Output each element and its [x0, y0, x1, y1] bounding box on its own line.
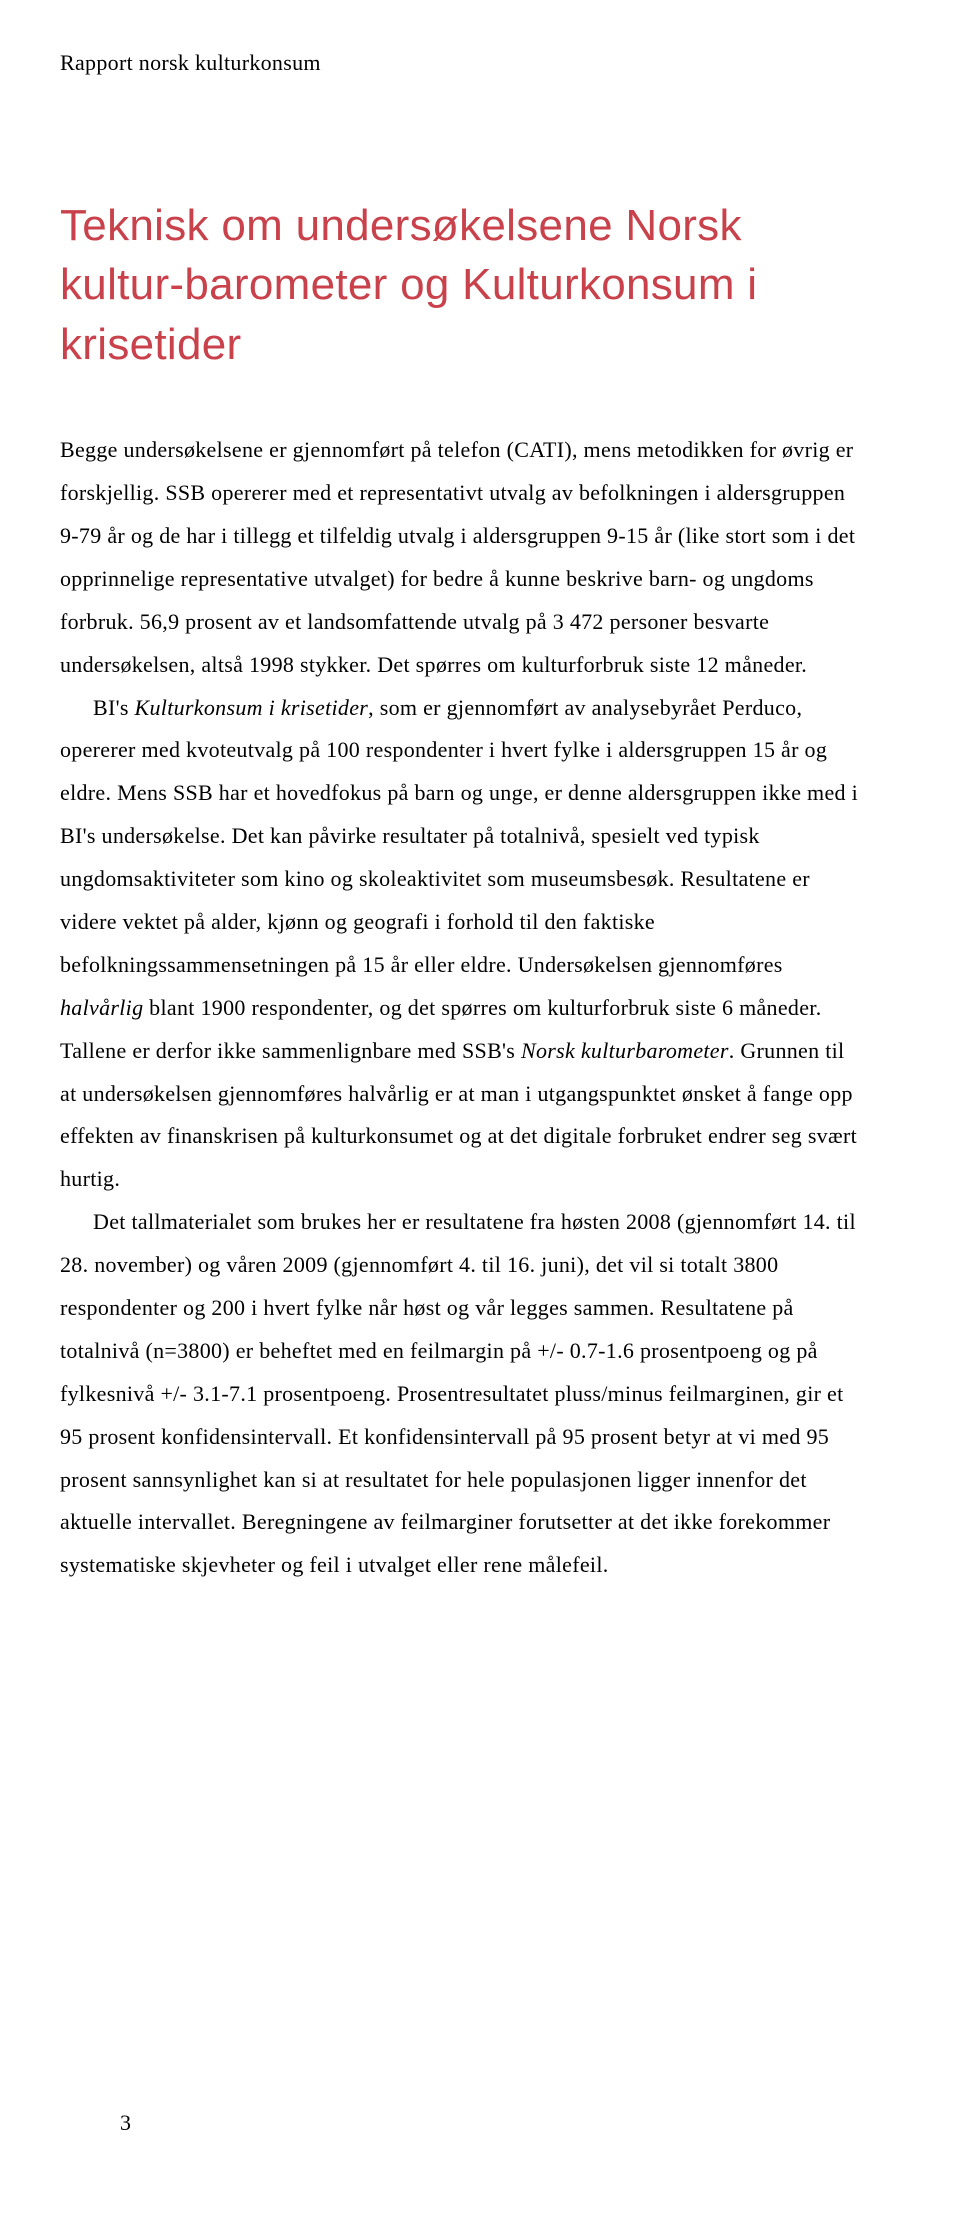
page-container: Rapport norsk kulturkonsum Teknisk om un…: [60, 50, 860, 2176]
p2-text-a: BI's: [93, 695, 135, 720]
p2-italic-1: Kulturkonsum i krisetider: [135, 695, 369, 720]
p2-italic-2: halvårlig: [60, 995, 143, 1020]
p3-text: Det tallmaterialet som brukes her er res…: [60, 1209, 856, 1577]
paragraph-2: BI's Kulturkonsum i krisetider, som er g…: [60, 687, 860, 1202]
p1-text: Begge undersøkelsene er gjennomført på t…: [60, 437, 855, 676]
paragraph-3: Det tallmaterialet som brukes her er res…: [60, 1201, 860, 1587]
paragraph-1: Begge undersøkelsene er gjennomført på t…: [60, 429, 860, 686]
p2-italic-3: Norsk kulturbarometer: [521, 1038, 729, 1063]
page-number: 3: [120, 2110, 131, 2136]
section-title: Teknisk om undersøkelsene Norsk kultur-b…: [60, 196, 860, 374]
running-header: Rapport norsk kulturkonsum: [60, 50, 860, 76]
body-text-block: Begge undersøkelsene er gjennomført på t…: [60, 429, 860, 1587]
p2-text-b: , som er gjennomført av analysebyrået Pe…: [60, 695, 858, 977]
